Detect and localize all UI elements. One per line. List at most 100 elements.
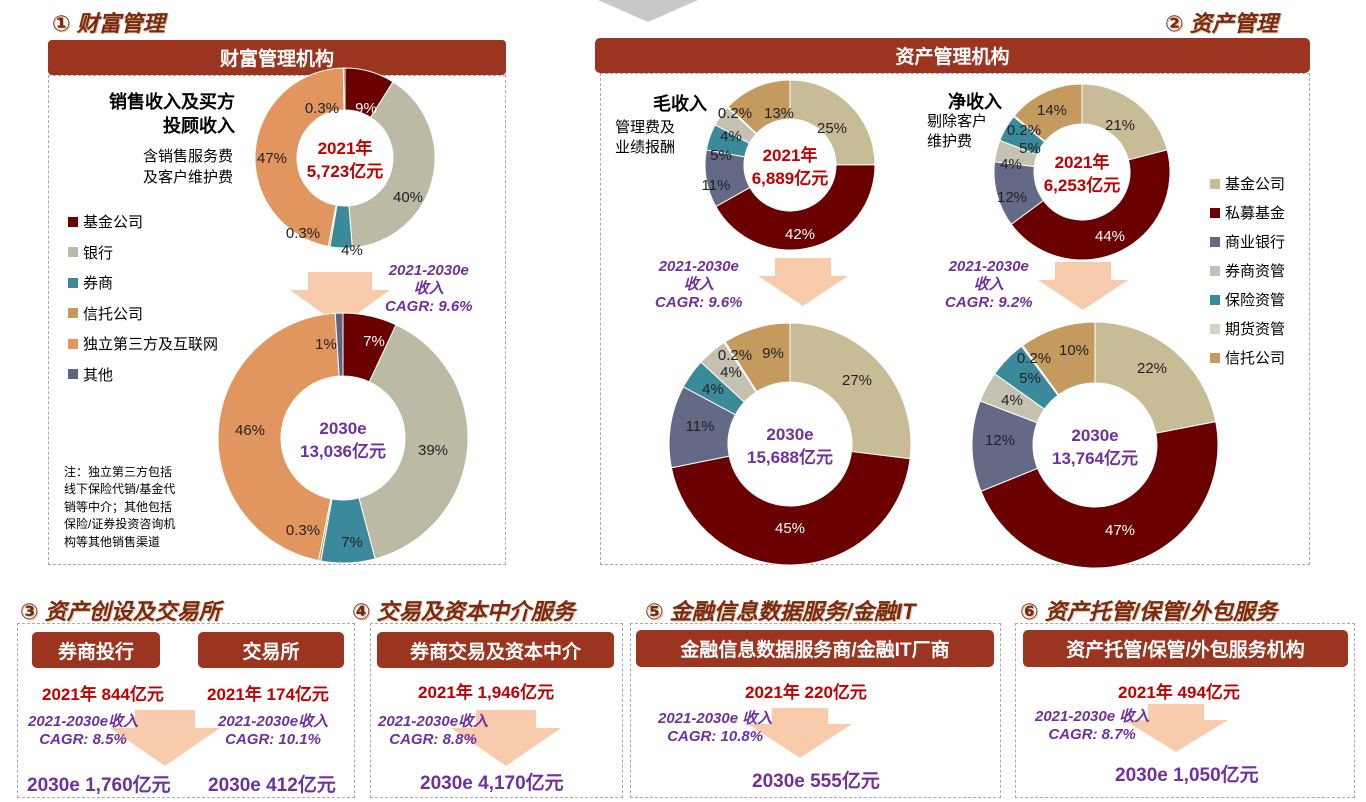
cagr-line: 收入 [683, 276, 714, 293]
down-arrow-icon [451, 728, 561, 766]
donut-net-2021: 21% 44% 12% 4%5%0.2% 14% 2021年 6,253亿元 [993, 83, 1171, 261]
legend-swatch-icon [68, 247, 78, 257]
legend-swatch-icon [68, 338, 78, 349]
slice-value-label: 1% [315, 336, 337, 353]
donut-slice [358, 324, 469, 560]
legend-label: 独立第三方及互联网 [83, 336, 219, 353]
donut-slice [670, 451, 911, 566]
slice-value-label: 7% [363, 333, 385, 350]
down-arrow-icon [1038, 280, 1128, 310]
legend-item: 商业银行 [1210, 231, 1285, 252]
note-line: 线下保险代销/基金代 [64, 482, 176, 497]
legend-item: 基金公司 [68, 211, 143, 232]
donut-labels: 7% 39% 7% 0.3% 46% 1% [235, 333, 448, 551]
wealth-heading: 销售收入及买方 投顾收入 [100, 90, 235, 139]
slice-value-label: 5% [1019, 370, 1041, 387]
broker-trading-2030: 2030e 4,170亿元 [420, 773, 564, 794]
cagr-line: CAGR: 8.8% [389, 731, 477, 748]
net-title: 净收入 [948, 92, 1002, 112]
slice-value-label: 7% [341, 534, 363, 551]
slice-value-label: 13% [764, 105, 794, 122]
cagr-line: CAGR: 8.7% [1048, 726, 1136, 743]
donut-slice [727, 79, 791, 135]
cagr-line: CAGR: 10.8% [667, 728, 764, 745]
gross-sub: 管理费及 业绩报酬 [615, 118, 675, 157]
donut-wealth-2030: 7% 39% 7% 0.3% 46% 1% 2030e 13,036亿元 [217, 312, 469, 564]
broker-ib-2030: 2030e 1,760亿元 [27, 775, 171, 796]
slice-value-label: 25% [817, 120, 847, 137]
slice-value-label: 12% [985, 432, 1015, 449]
donut-slice [724, 322, 791, 393]
wealth-sub-line: 含销售服务费 [142, 148, 233, 165]
broker-trading-2021: 2021年 1,946亿元 [418, 683, 555, 702]
legend-swatch-icon [1210, 294, 1220, 305]
legend-item: 银行 [68, 242, 113, 263]
net-sub: 剔除客户 维护费 [927, 112, 987, 151]
slice-value-label: 9% [762, 345, 784, 362]
donut-center-total: 13,036亿元 [300, 441, 386, 461]
slice-value-label: 42% [785, 226, 815, 243]
section3-panel [17, 623, 355, 798]
legend-swatch-icon [68, 308, 78, 318]
legend-swatch-icon [1210, 207, 1220, 218]
donut-center-year: 2021年 [763, 145, 818, 165]
donut-slice [1010, 149, 1171, 261]
section4-panel [370, 623, 623, 798]
legend-label: 信托公司 [1225, 350, 1286, 367]
custody-bar: 资产托管/保管/外包服务机构 [1023, 630, 1348, 667]
cagr-line: 2021-2030e收入 [218, 713, 329, 730]
donut-labels: 22% 47% 12% 4% 5% 0.2% 10% [985, 342, 1167, 539]
exchange-2021: 2021年 174亿元 [207, 685, 329, 704]
slice-value-label: 0.2% [718, 347, 752, 364]
slice-value-label: 39% [418, 442, 448, 459]
down-arrow-icon [772, 708, 828, 724]
slice-value-label: 4% [702, 381, 724, 398]
donut-labels: 27%45%11%4%4%0.2% 9% [686, 345, 872, 537]
legend-swatch-icon [68, 277, 78, 288]
donut-slice [789, 79, 876, 166]
donut-slice [789, 322, 912, 460]
legend-swatch-icon [68, 369, 78, 379]
gross-sub-line: 业绩报酬 [615, 138, 676, 156]
cagr-line: CAGR: 9.6% [385, 298, 473, 315]
section4-title: ④ 交易及资本中介服务 [352, 599, 575, 624]
slice-value-label: 4% [720, 364, 742, 381]
legend-item: 券商 [68, 272, 113, 293]
asset-panel [600, 73, 1310, 565]
donut-slice [1022, 321, 1096, 396]
wealth-subheading: 含销售服务费 及客户维护费 [100, 146, 233, 188]
cagr-line: 2021-2030e 收入 [658, 710, 773, 727]
legend-label: 信托公司 [83, 305, 144, 323]
legend-label: 券商资管 [1225, 263, 1286, 280]
legend-label: 基金公司 [1225, 176, 1286, 193]
exchange-cagr: 2021-2030e收入 CAGR: 10.1% [218, 713, 328, 749]
donut-slice [1013, 83, 1083, 143]
donut-center-year: 2030e [766, 425, 813, 444]
legend-label: 私募基金 [1225, 205, 1286, 222]
slice-value-label: 4% [1000, 156, 1022, 173]
top-arrow-icon [598, 0, 698, 22]
slice-value-label: 27% [842, 372, 872, 389]
down-arrow-icon [1124, 720, 1228, 752]
down-arrow-icon [110, 728, 220, 766]
slice-value-label: 4% [1001, 392, 1023, 409]
cagr-line: 2021-2030e收入 [378, 713, 489, 730]
net-sub-line: 维护费 [927, 132, 973, 150]
down-arrow-icon [308, 272, 372, 290]
legend-item: 信托公司 [1210, 347, 1285, 368]
cagr-line: 2021-2030e [388, 262, 469, 279]
section3-title: ③ 资产创设及交易所 [20, 599, 221, 624]
broker-ib-cagr: 2021-2030e收入 CAGR: 8.5% [28, 713, 138, 749]
legend-swatch-icon [1210, 265, 1220, 276]
custody-2021: 2021年 494亿元 [1118, 683, 1240, 702]
cagr-line: 2021-2030e 收入 [1035, 708, 1150, 725]
down-arrow-icon [476, 710, 536, 728]
cagr-line: 2021-2030e收入 [28, 713, 139, 730]
down-arrow-icon [1148, 704, 1204, 720]
donut-slice [348, 81, 436, 249]
broker-ib-2021: 2021年 844亿元 [42, 685, 164, 704]
donut-slice [254, 67, 345, 248]
legend-swatch-icon [1210, 178, 1220, 189]
note-line: 保险/证券投资咨询机 [64, 517, 176, 532]
wealth-cagr: 2021-2030e 收入 CAGR: 9.6% [385, 262, 473, 316]
